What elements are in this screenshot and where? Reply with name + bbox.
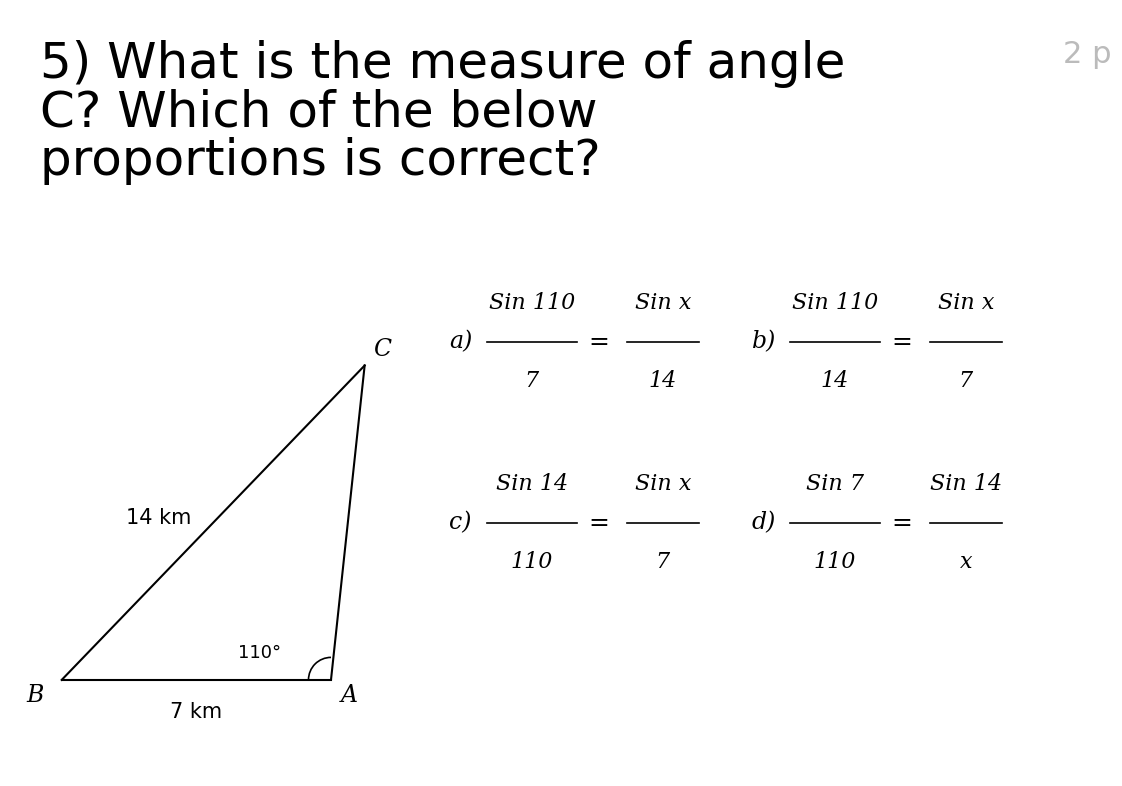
Text: b): b) bbox=[752, 330, 776, 354]
Text: B: B bbox=[26, 684, 44, 707]
Text: Sin 14: Sin 14 bbox=[930, 472, 1002, 494]
Text: d): d) bbox=[752, 511, 776, 534]
Text: 7: 7 bbox=[655, 551, 670, 573]
Text: =: = bbox=[588, 511, 609, 534]
Text: 5) What is the measure of angle: 5) What is the measure of angle bbox=[40, 40, 845, 88]
Text: 7 km: 7 km bbox=[171, 702, 222, 722]
Text: A: A bbox=[341, 684, 358, 707]
Text: c): c) bbox=[449, 511, 471, 534]
Text: =: = bbox=[891, 511, 912, 534]
Text: Sin x: Sin x bbox=[635, 472, 691, 494]
Text: proportions is correct?: proportions is correct? bbox=[40, 138, 600, 185]
Text: Sin 110: Sin 110 bbox=[792, 292, 877, 314]
Text: 110: 110 bbox=[511, 551, 553, 573]
Text: x: x bbox=[959, 551, 972, 573]
Text: =: = bbox=[891, 330, 912, 354]
Text: 7: 7 bbox=[525, 370, 539, 392]
Text: =: = bbox=[588, 330, 609, 354]
Text: 14: 14 bbox=[820, 370, 849, 392]
Text: Sin 110: Sin 110 bbox=[489, 292, 574, 314]
Text: 14: 14 bbox=[649, 370, 677, 392]
Text: Sin 14: Sin 14 bbox=[496, 472, 568, 494]
Text: 7: 7 bbox=[958, 370, 973, 392]
Text: Sin x: Sin x bbox=[635, 292, 691, 314]
Text: Sin 7: Sin 7 bbox=[806, 472, 864, 494]
Text: C: C bbox=[373, 339, 390, 362]
Text: 2 p: 2 p bbox=[1064, 40, 1112, 69]
Text: 110°: 110° bbox=[238, 644, 280, 662]
Text: 110: 110 bbox=[813, 551, 856, 573]
Text: 14 km: 14 km bbox=[126, 508, 191, 527]
Text: a): a) bbox=[449, 330, 472, 354]
Text: C? Which of the below: C? Which of the below bbox=[40, 89, 598, 137]
Text: Sin x: Sin x bbox=[938, 292, 994, 314]
